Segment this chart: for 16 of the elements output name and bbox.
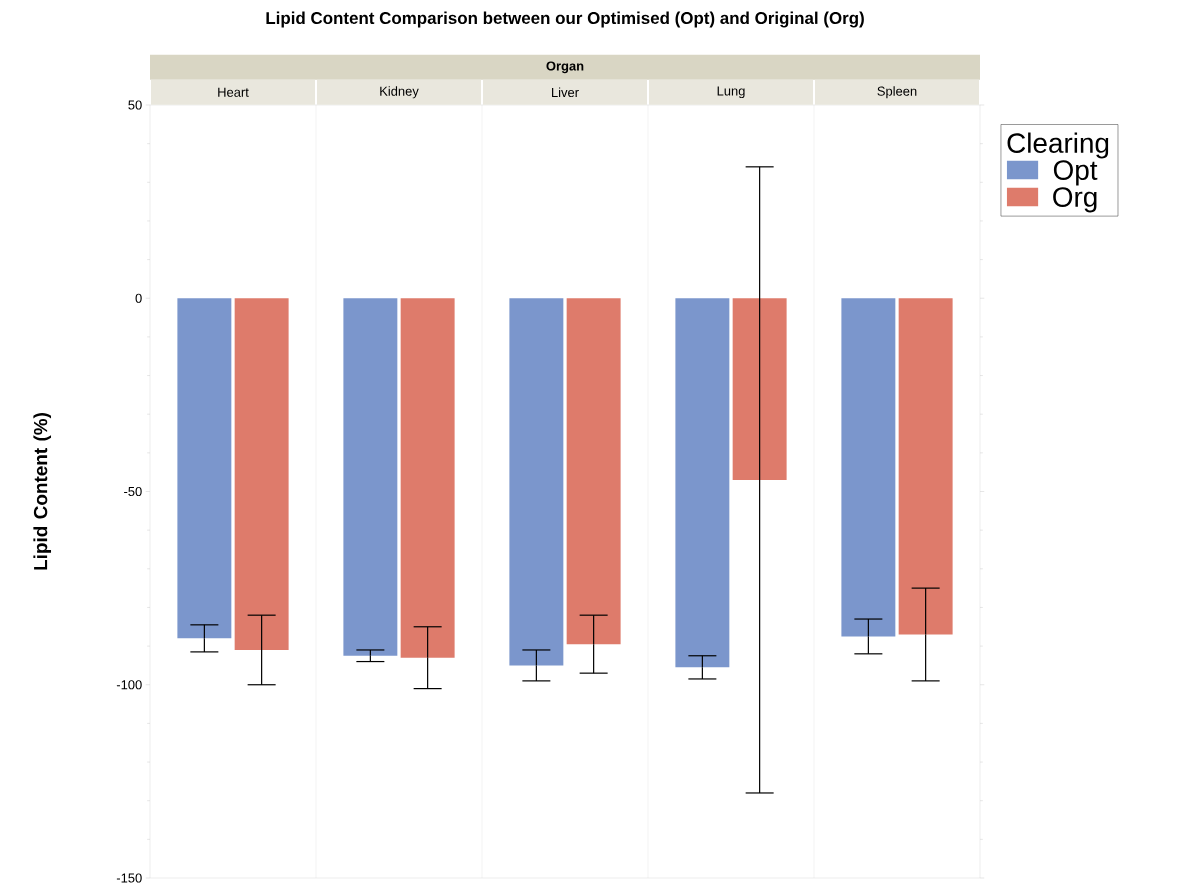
y-tick-label: 0 bbox=[135, 293, 142, 303]
x-axis-title: Organ bbox=[546, 61, 584, 74]
legend-label: Org bbox=[1053, 187, 1097, 213]
x-tick-label: Spleen bbox=[877, 86, 917, 99]
x-tick-label: Liver bbox=[552, 87, 579, 98]
chart-title: Lipid Content Comparison between our Optimised (Opt) and Original (Org) bbox=[266, 11, 864, 28]
y-axis-title: Lipid Content (%) bbox=[33, 413, 52, 570]
y-tick-label: 50 bbox=[128, 100, 142, 110]
y-tick-label: -150 bbox=[116, 873, 142, 883]
y-tick-label: -50 bbox=[124, 486, 142, 497]
y-tick-label: -100 bbox=[116, 680, 142, 690]
legend-title: Clearing bbox=[1007, 132, 1109, 159]
x-tick-label: Lung bbox=[717, 86, 745, 99]
x-tick-label: Kidney bbox=[380, 86, 419, 99]
x-tick-label: Heart bbox=[218, 87, 249, 97]
legend-label: Opt bbox=[1053, 160, 1098, 186]
